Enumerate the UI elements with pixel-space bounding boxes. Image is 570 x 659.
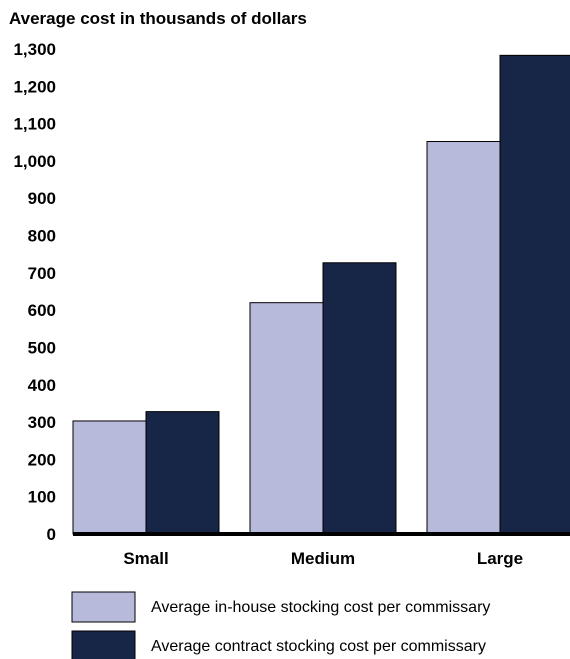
legend-swatch [71,591,136,623]
legend-label: Average in-house stocking cost per commi… [151,599,490,616]
bar-small-series-2 [145,411,220,535]
x-category-label: Small [123,549,168,568]
y-tick-label: 100 [28,488,56,507]
bar-large-series-1 [426,141,501,535]
chart-title: Average cost in thousands of dollars [9,9,307,28]
y-tick-label: 400 [28,376,56,395]
y-tick-label: 300 [28,413,56,432]
y-tick-label: 500 [28,338,56,357]
y-tick-label: 800 [28,227,56,246]
legend-label: Average contract stocking cost per commi… [151,638,486,655]
y-tick-label: 1,300 [13,40,56,59]
y-tick-label: 700 [28,264,56,283]
y-tick-label: 0 [47,525,56,544]
bar-large-series-2 [499,54,570,535]
y-tick-label: 200 [28,450,56,469]
bar-small-series-1 [72,420,147,535]
y-tick-label: 900 [28,189,56,208]
y-tick-label: 1,100 [13,115,56,134]
bars [72,54,570,535]
x-category-label: Medium [291,549,355,568]
bar-medium-series-1 [249,302,324,535]
legend-swatch [71,630,136,659]
y-tick-label: 1,200 [13,77,56,96]
x-category-label: Large [477,549,523,568]
bar-medium-series-2 [322,262,397,535]
y-tick-label: 600 [28,301,56,320]
x-axis-categories: Small Medium Large [123,549,523,568]
legend: Average in-house stocking cost per commi… [71,591,490,659]
y-axis-ticks: 0 100 200 300 400 500 600 700 800 900 1,000 1,100 1,… [13,40,56,544]
y-tick-label: 1,000 [13,152,56,171]
